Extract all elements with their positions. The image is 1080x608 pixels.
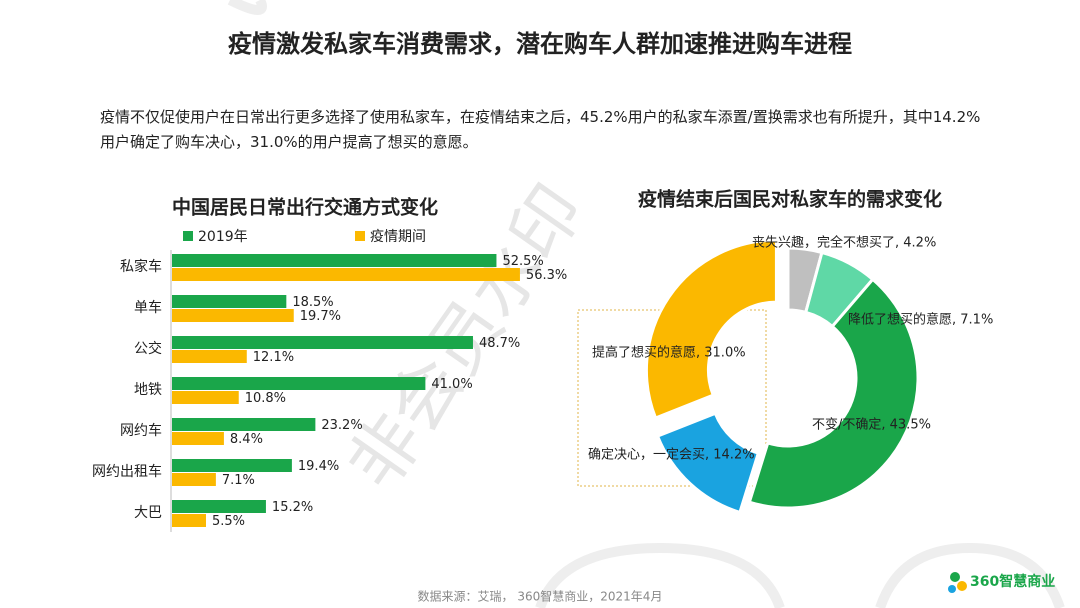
value-label: 10.8% bbox=[245, 391, 286, 406]
category-label: 网约车 bbox=[120, 422, 162, 439]
donut-segment bbox=[747, 277, 920, 510]
value-label: 19.7% bbox=[300, 309, 341, 324]
description: 疫情不仅促使用户在日常出行更多选择了使用私家车，在疫情结束之后，45.2%用户的… bbox=[100, 108, 981, 151]
legend-label: 疫情期间 bbox=[370, 229, 426, 245]
value-label: 23.2% bbox=[321, 418, 362, 433]
donut-chart-title: 疫情结束后国民对私家车的需求变化 bbox=[638, 188, 942, 211]
category-label: 大巴 bbox=[134, 505, 162, 521]
source: 数据来源：艾瑞， 360智慧商业，2021年4月 bbox=[418, 589, 663, 604]
segment-label: 降低了想买的意愿, 7.1% bbox=[848, 312, 993, 328]
value-label: 8.4% bbox=[230, 432, 263, 447]
bar bbox=[172, 295, 287, 308]
bar bbox=[172, 514, 206, 527]
segment-label: 确定决心，一定会买, 14.2% bbox=[588, 448, 755, 463]
category-label: 地铁 bbox=[134, 382, 162, 398]
category-label: 私家车 bbox=[120, 258, 162, 275]
legend-label: 2019年 bbox=[198, 229, 248, 245]
bar bbox=[172, 473, 216, 486]
bar bbox=[172, 254, 497, 267]
segment-label: 不变/不确定, 43.5% bbox=[812, 417, 931, 433]
value-label: 52.5% bbox=[502, 254, 543, 269]
segment-label: 丧失兴趣，完全不想买了, 4.2% bbox=[752, 235, 936, 251]
bar bbox=[172, 350, 247, 363]
background-decoration bbox=[227, 0, 1065, 608]
bar bbox=[172, 500, 266, 513]
value-label: 48.7% bbox=[479, 336, 520, 351]
donut-segment bbox=[655, 411, 761, 515]
bar bbox=[172, 432, 224, 445]
bar bbox=[172, 268, 520, 281]
bar bbox=[172, 336, 473, 349]
value-label: 41.0% bbox=[431, 377, 472, 392]
bar bbox=[172, 391, 239, 404]
value-label: 12.1% bbox=[253, 350, 294, 365]
legend-swatch bbox=[183, 231, 193, 241]
bar bbox=[172, 309, 294, 322]
legend-swatch bbox=[355, 231, 365, 241]
value-label: 56.3% bbox=[526, 268, 567, 283]
bar bbox=[172, 377, 426, 390]
page-title: 疫情激发私家车消费需求，潜在购车人群加速推进购车进程 bbox=[228, 30, 852, 58]
value-label: 15.2% bbox=[272, 500, 313, 515]
donut-segment bbox=[644, 238, 778, 420]
category-label: 网约出租车 bbox=[92, 463, 162, 480]
segment-label: 提高了想买的意愿, 31.0% bbox=[592, 345, 746, 361]
category-label: 单车 bbox=[134, 299, 162, 316]
bar-chart-title: 中国居民日常出行交通方式变化 bbox=[172, 196, 438, 219]
bar bbox=[172, 418, 316, 431]
logo-icon bbox=[948, 572, 967, 593]
value-label: 18.5% bbox=[292, 295, 333, 310]
value-label: 19.4% bbox=[298, 459, 339, 474]
bar bbox=[172, 459, 292, 472]
category-label: 公交 bbox=[134, 340, 162, 357]
value-label: 5.5% bbox=[212, 514, 245, 529]
value-label: 7.1% bbox=[222, 473, 255, 488]
logo: 360智慧商业 bbox=[970, 573, 1055, 590]
